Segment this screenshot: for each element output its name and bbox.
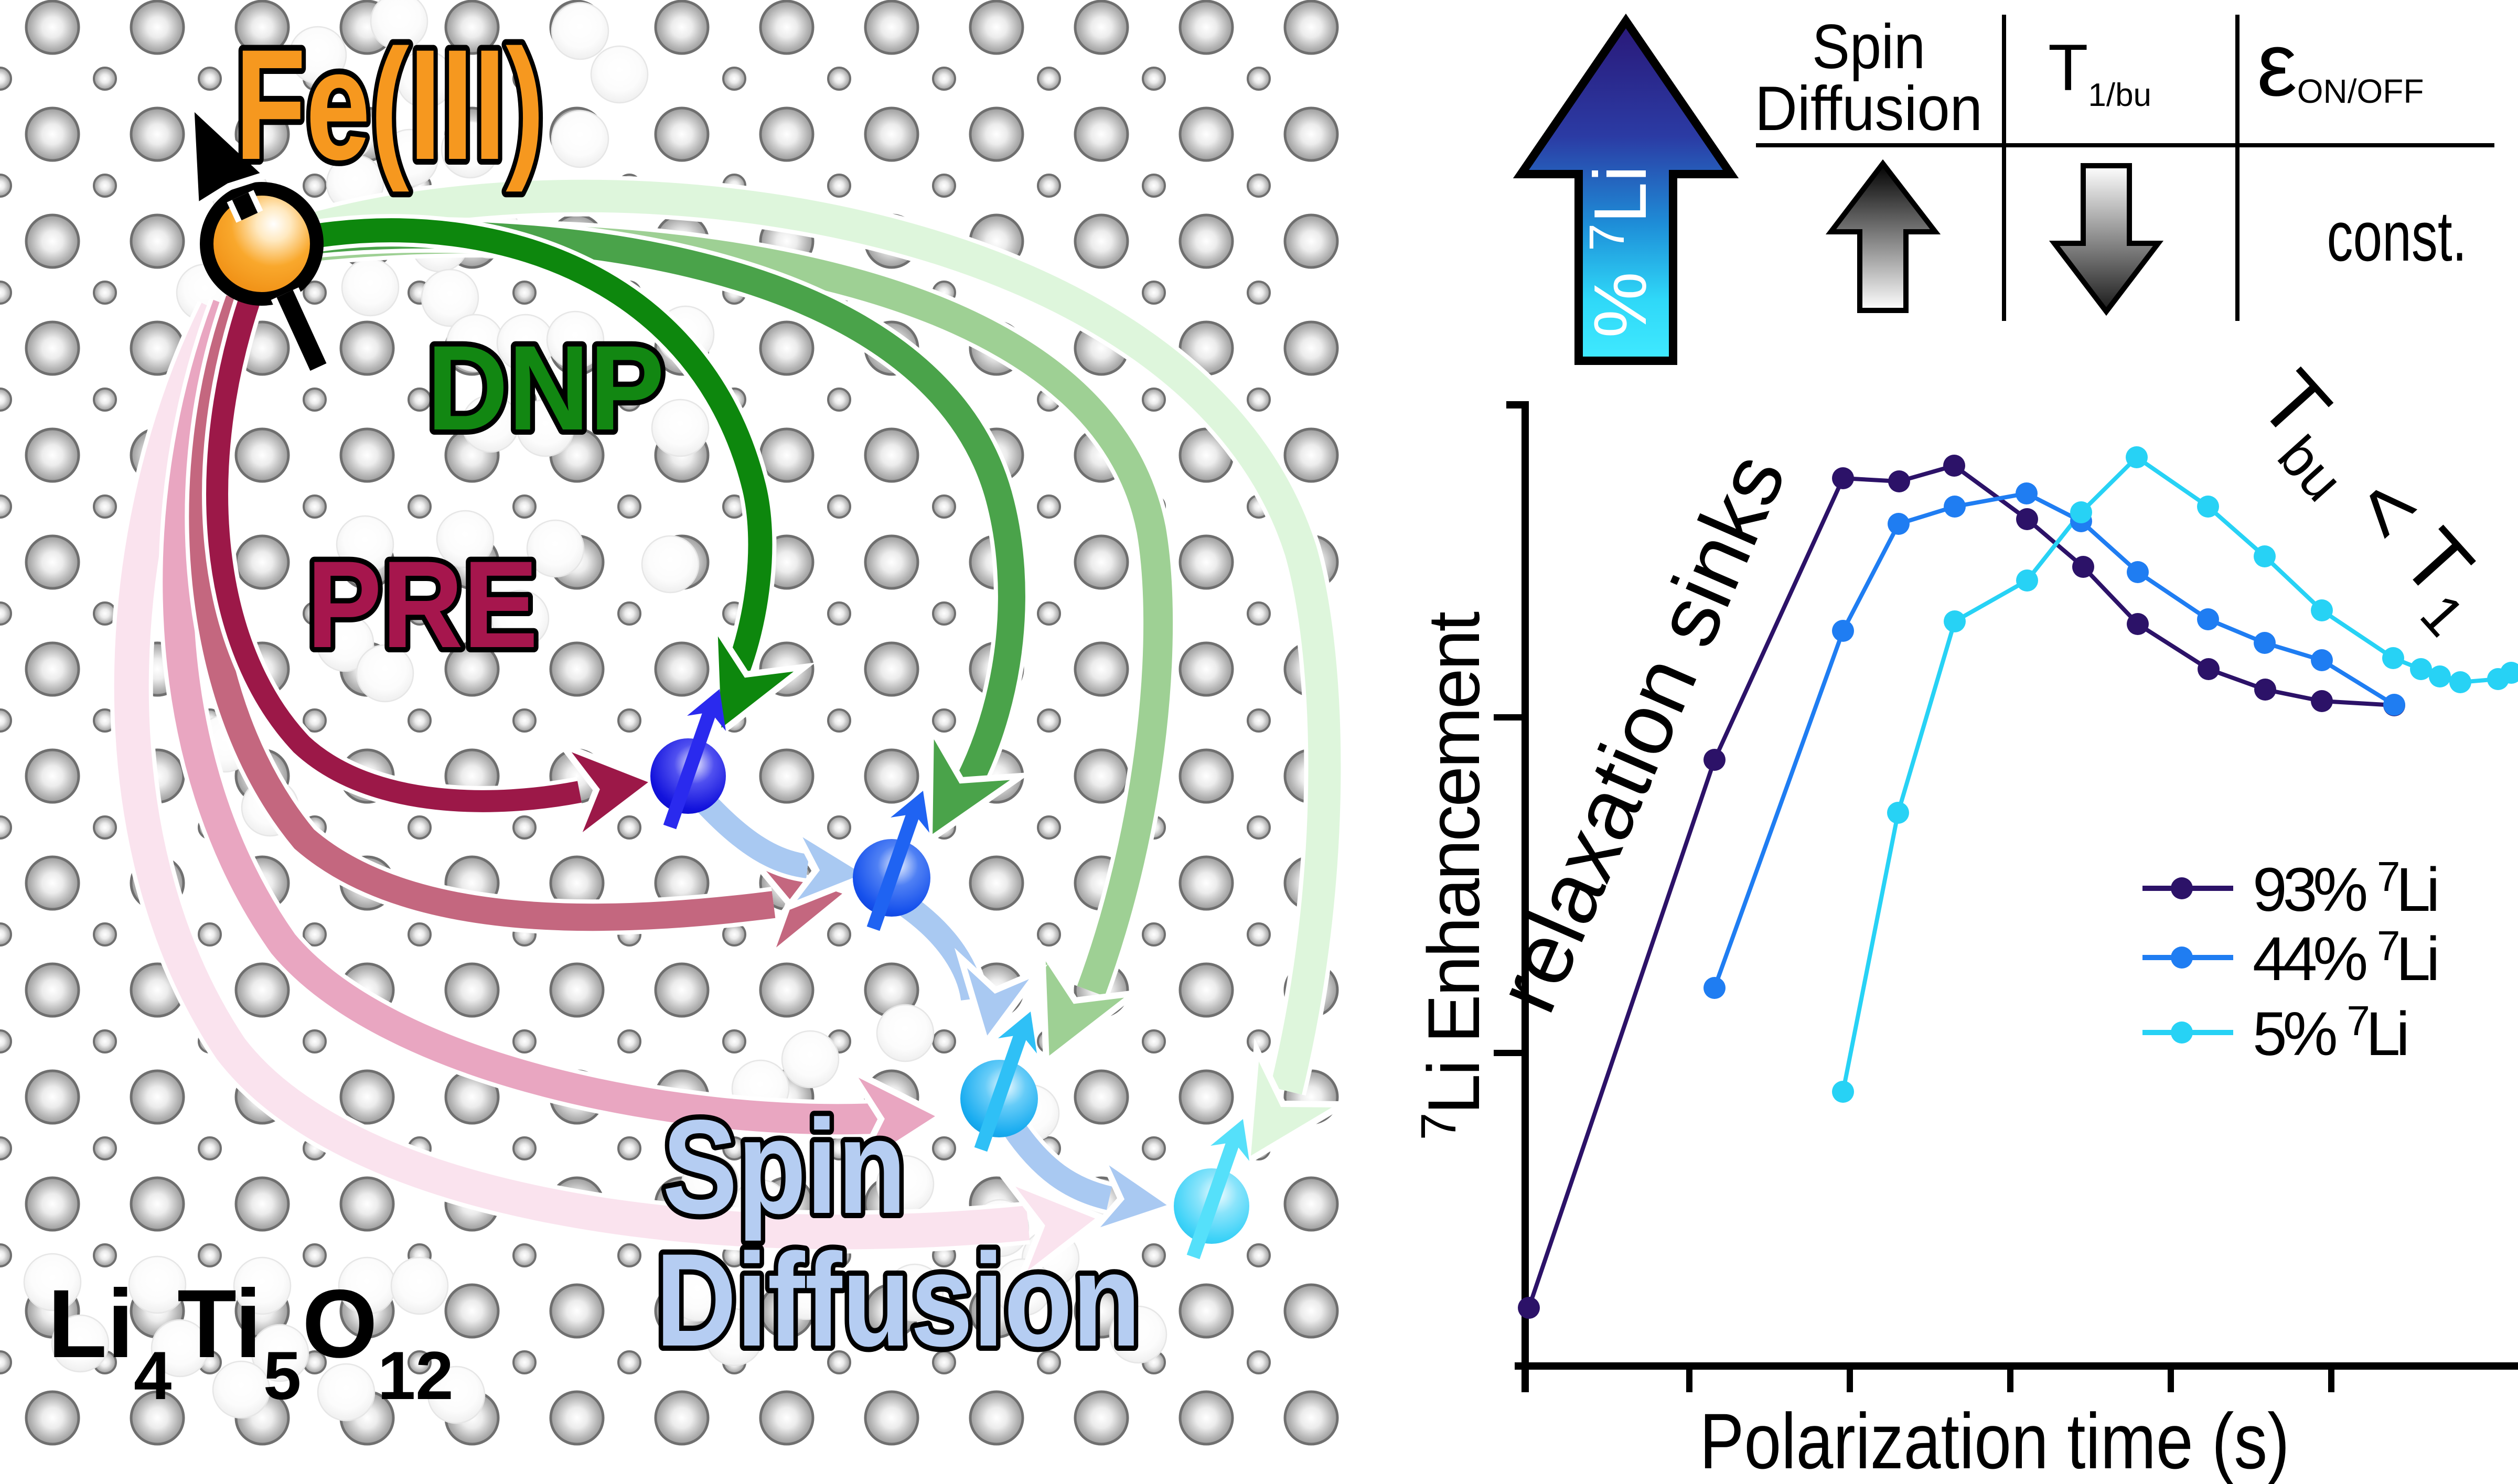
svg-text:5% 7Li: 5% 7Li [2253,997,2406,1069]
svg-text:Spin: Spin [1812,12,1925,82]
svg-text:PRE: PRE [307,535,538,674]
svg-text:Spin: Spin [662,1092,906,1242]
svg-text:Polarization time (s): Polarization time (s) [1700,1397,2290,1484]
svg-text:const.: const. [2327,197,2467,276]
svg-text:DNP: DNP [427,320,665,455]
svg-text:44% 7Li: 44% 7Li [2253,922,2436,994]
svg-text:Diffusion: Diffusion [1755,73,1983,144]
svg-text:% 7Li: % 7Li [1579,165,1662,338]
svg-text:Diffusion: Diffusion [656,1227,1141,1374]
svg-text:7Li Enhancement: 7Li Enhancement [1411,612,1495,1141]
svg-text:Fe(III): Fe(III) [235,16,544,193]
svg-text:93% 7Li: 93% 7Li [2253,853,2436,924]
